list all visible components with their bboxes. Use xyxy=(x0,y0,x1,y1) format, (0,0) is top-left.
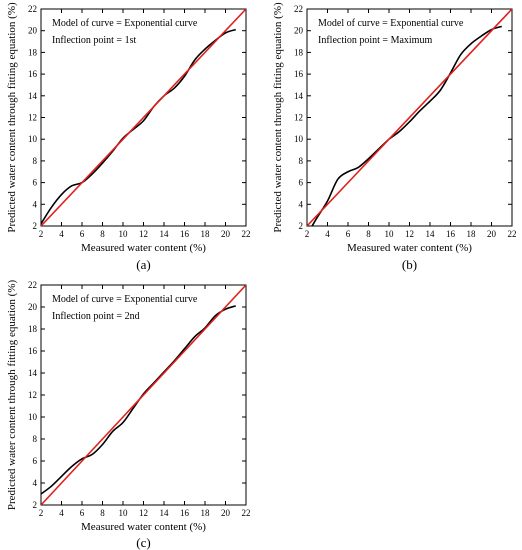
x-tick-label: 2 xyxy=(305,229,310,239)
y-tick-label: 4 xyxy=(299,199,304,209)
y-tick-label: 4 xyxy=(33,199,38,209)
x-axis-label: Measured water content (%) xyxy=(347,242,472,254)
x-tick-label: 10 xyxy=(119,508,129,518)
x-tick-label: 18 xyxy=(467,229,477,239)
y-tick-label: 2 xyxy=(33,500,38,510)
y-tick-label: 6 xyxy=(299,178,304,188)
y-tick-label: 20 xyxy=(294,26,304,36)
annotation-line-2: Inflection point = 1st xyxy=(52,35,136,46)
y-tick-label: 14 xyxy=(28,368,38,378)
chart-panel-2: 2 4 6 8 10 12 14 16 18 20 22246810121416182022Meas… xyxy=(272,2,517,272)
chart-panel-1: 2 4 6 8 10 12 14 16 18 20 22246810121416182022Meas… xyxy=(6,2,251,272)
y-tick-label: 22 xyxy=(294,4,303,14)
y-tick-label: 8 xyxy=(299,156,304,166)
x-tick-label: 6 xyxy=(346,229,351,239)
x-tick-label: 6 xyxy=(80,229,85,239)
y-tick-label: 6 xyxy=(33,178,38,188)
x-tick-label: 10 xyxy=(385,229,395,239)
panel-label: (a) xyxy=(136,257,150,272)
x-tick-label: 8 xyxy=(366,229,371,239)
y-tick-label: 18 xyxy=(28,324,38,334)
x-tick-label: 16 xyxy=(446,229,456,239)
y-axis-label: Predicted water content through fitting … xyxy=(6,2,18,233)
x-tick-label: 14 xyxy=(160,508,170,518)
y-tick-label: 18 xyxy=(294,47,304,57)
x-tick-label: 12 xyxy=(139,508,148,518)
series-group xyxy=(41,285,246,505)
x-tick-label: 12 xyxy=(405,229,414,239)
y-tick-label: 22 xyxy=(28,4,37,14)
y-tick-label: 16 xyxy=(294,69,304,79)
y-tick-label: 10 xyxy=(28,412,38,422)
y-tick-label: 12 xyxy=(28,113,37,123)
x-tick-label: 2 xyxy=(39,508,44,518)
x-tick-label: 4 xyxy=(325,229,330,239)
y-tick-label: 20 xyxy=(28,26,38,36)
x-tick-label: 22 xyxy=(242,508,251,518)
x-tick-label: 14 xyxy=(160,229,170,239)
y-tick-label: 20 xyxy=(28,302,38,312)
x-tick-label: 14 xyxy=(426,229,436,239)
annotation-line-1: Model of curve = Exponential curve xyxy=(52,18,198,29)
x-axis-label: Measured water content (%) xyxy=(81,521,206,533)
y-tick-label: 18 xyxy=(28,47,38,57)
x-tick-label: 20 xyxy=(221,508,231,518)
y-tick-label: 2 xyxy=(33,221,38,231)
series-group xyxy=(307,9,512,226)
x-tick-label: 18 xyxy=(201,508,211,518)
annotation-line-2: Inflection point = Maximum xyxy=(318,35,432,46)
annotation-line-1: Model of curve = Exponential curve xyxy=(318,18,464,29)
panel-label: (b) xyxy=(402,257,417,272)
y-tick-label: 12 xyxy=(294,113,303,123)
x-tick-label: 10 xyxy=(119,229,129,239)
x-axis-label: Measured water content (%) xyxy=(81,242,206,254)
y-tick-label: 6 xyxy=(33,456,38,466)
y-tick-label: 14 xyxy=(294,91,304,101)
predicted-curve xyxy=(311,25,502,226)
x-tick-label: 18 xyxy=(201,229,211,239)
series-group xyxy=(41,9,246,226)
x-tick-label: 20 xyxy=(221,229,231,239)
chart-panel-3: 2 4 6 8 10 12 14 16 18 20 22246810121416182022Meas… xyxy=(6,280,251,550)
y-tick-label: 16 xyxy=(28,346,38,356)
reference-line xyxy=(307,9,512,226)
predicted-curve xyxy=(41,28,236,225)
annotation-line-2: Inflection point = 2nd xyxy=(52,311,140,322)
x-tick-label: 12 xyxy=(139,229,148,239)
reference-line xyxy=(41,285,246,505)
x-tick-label: 8 xyxy=(100,229,105,239)
annotation-line-1: Model of curve = Exponential curve xyxy=(52,294,198,305)
y-tick-label: 14 xyxy=(28,91,38,101)
x-tick-label: 8 xyxy=(100,508,105,518)
x-tick-label: 22 xyxy=(242,229,251,239)
y-tick-label: 4 xyxy=(33,478,38,488)
y-tick-label: 16 xyxy=(28,69,38,79)
y-tick-label: 22 xyxy=(28,280,37,290)
y-tick-label: 10 xyxy=(294,134,304,144)
x-tick-label: 16 xyxy=(180,508,190,518)
x-tick-label: 4 xyxy=(59,508,64,518)
y-axis-label: Predicted water content through fitting … xyxy=(6,280,18,511)
y-tick-label: 10 xyxy=(28,134,38,144)
x-tick-label: 16 xyxy=(180,229,190,239)
y-tick-label: 8 xyxy=(33,434,38,444)
reference-line xyxy=(41,9,246,226)
y-tick-label: 12 xyxy=(28,390,37,400)
y-tick-label: 2 xyxy=(299,221,304,231)
x-tick-label: 2 xyxy=(39,229,44,239)
x-tick-label: 22 xyxy=(508,229,517,239)
x-tick-label: 20 xyxy=(487,229,497,239)
y-tick-label: 8 xyxy=(33,156,38,166)
x-tick-label: 4 xyxy=(59,229,64,239)
x-tick-label: 6 xyxy=(80,508,85,518)
y-axis-label: Predicted water content through fitting … xyxy=(272,2,284,233)
panel-label: (c) xyxy=(136,535,150,550)
